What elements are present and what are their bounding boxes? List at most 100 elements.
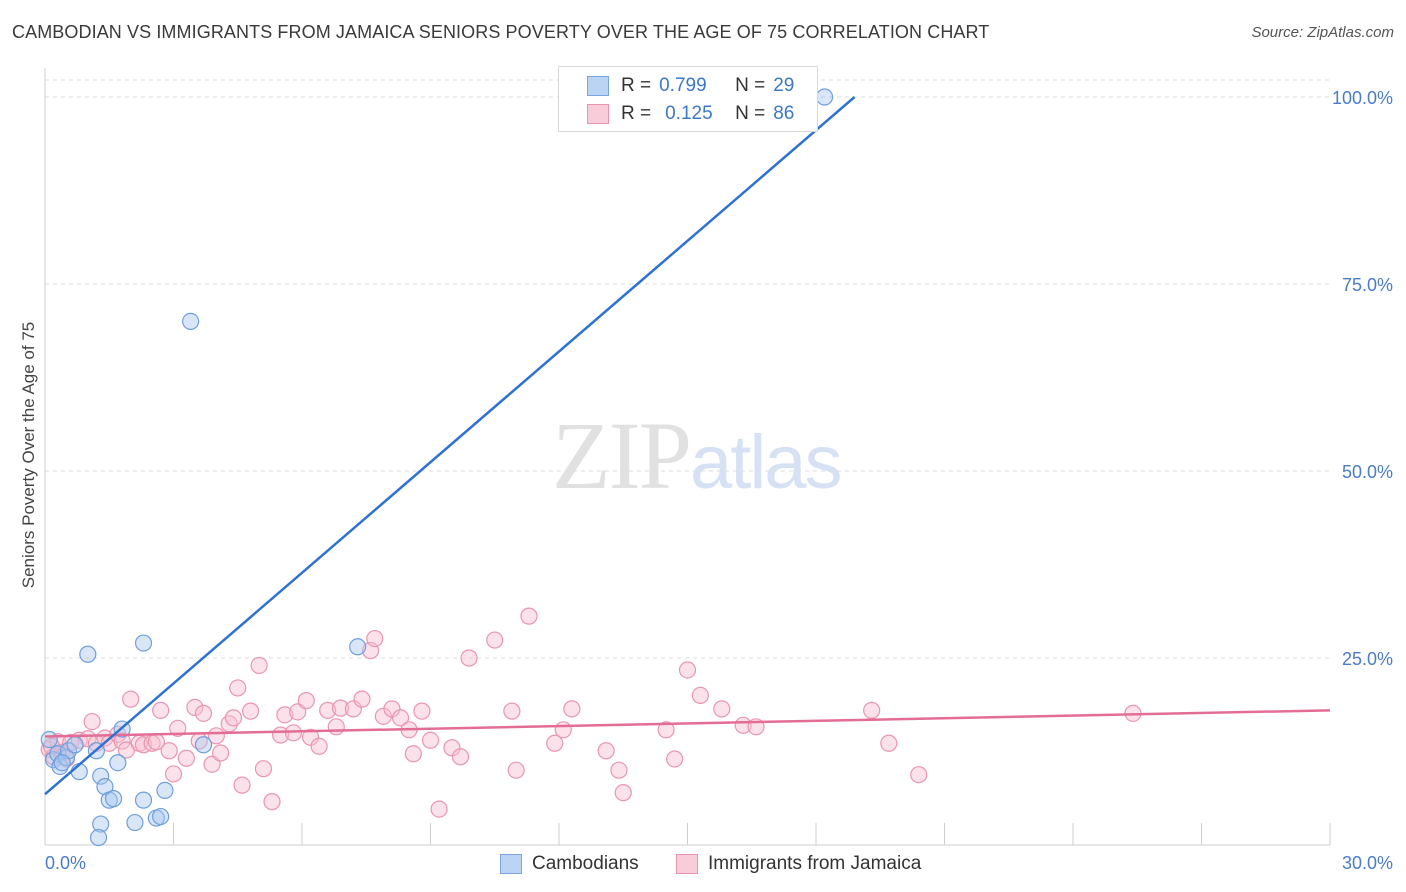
data-point-jamaica [319, 701, 337, 719]
data-point-jamaica [310, 737, 328, 755]
data-point-jamaica [233, 776, 251, 794]
source-label: Source: ZipAtlas.com [1251, 24, 1394, 41]
data-point-jamaica [507, 761, 525, 779]
data-point-cambodians [96, 778, 114, 796]
data-point-cambodians [134, 634, 153, 652]
legend-r-value: 0.125 [665, 103, 713, 124]
data-point-jamaica [169, 719, 187, 737]
data-point-cambodians [152, 807, 170, 826]
bottom-legend-label: Cambodians [532, 853, 639, 874]
data-point-jamaica [229, 679, 247, 697]
data-point-jamaica [344, 700, 362, 718]
data-point-jamaica [327, 718, 345, 736]
data-point-jamaica [520, 607, 538, 625]
legend-n-label: N = [735, 75, 766, 96]
bottom-legend-jamaica: Immigrants from Jamaica [676, 850, 921, 878]
trend-line-cambodians [44, 96, 856, 796]
bottom-legend-label: Immigrants from Jamaica [708, 853, 922, 874]
data-point-jamaica [297, 692, 315, 710]
data-point-jamaica [597, 742, 615, 760]
data-point-jamaica [160, 742, 178, 760]
legend-r-label: R = [621, 75, 652, 96]
data-point-cambodians [66, 736, 84, 754]
data-point-cambodians [104, 790, 123, 808]
trend-line-jamaica [44, 709, 1331, 738]
y-tick-label: 75.0% [1342, 275, 1393, 295]
data-point-cambodians [182, 312, 200, 330]
data-point-jamaica [610, 761, 628, 779]
data-point-cambodians [349, 638, 367, 656]
data-point-jamaica [404, 745, 422, 763]
data-point-cambodians [126, 813, 144, 832]
data-point-cambodians [156, 781, 174, 799]
data-point-jamaica [713, 700, 731, 718]
data-point-jamaica [391, 709, 410, 727]
data-point-jamaica [177, 749, 195, 767]
x-tick-label: 0.0% [45, 853, 86, 873]
data-point-cambodians [89, 828, 108, 847]
data-point-jamaica [430, 800, 448, 818]
data-point-cambodians [92, 767, 110, 785]
y-axis-label: Seniors Poverty Over the Age of 75 [19, 321, 38, 589]
data-point-jamaica [366, 629, 384, 648]
data-point-jamaica [486, 631, 504, 649]
data-point-jamaica [254, 760, 273, 778]
data-point-jamaica [546, 734, 564, 752]
data-point-jamaica [263, 793, 281, 811]
watermark-atlas: atlas [690, 420, 843, 505]
legend-n-label: N = [735, 103, 766, 124]
data-point-jamaica [250, 656, 268, 675]
data-point-jamaica [152, 701, 170, 719]
data-point-jamaica [383, 700, 401, 718]
data-point-cambodians [134, 791, 153, 809]
x-tick-label: 30.0% [1342, 853, 1393, 873]
watermark-zip: ZIP [552, 402, 692, 509]
data-point-jamaica [212, 744, 230, 762]
data-point-jamaica [460, 649, 478, 667]
data-point-jamaica [678, 661, 697, 679]
data-point-cambodians [79, 645, 97, 663]
data-point-jamaica [421, 731, 440, 749]
legend-row-jamaica: R = 0.125 N = 86 [621, 100, 794, 128]
data-point-jamaica [691, 686, 709, 705]
data-point-jamaica [242, 702, 260, 720]
legend-r-value: 0.799 [659, 75, 707, 96]
data-point-jamaica [164, 765, 183, 783]
data-point-cambodians [49, 745, 67, 763]
bottom-legend-cambodians: Cambodians [500, 850, 639, 878]
data-point-jamaica [301, 728, 320, 746]
data-point-jamaica [122, 690, 140, 708]
bottom-swatch-cambodians [500, 854, 522, 874]
data-point-jamaica [657, 721, 675, 739]
data-point-jamaica [863, 701, 881, 719]
data-point-jamaica [353, 690, 371, 708]
chart-title: CAMBODIAN VS IMMIGRANTS FROM JAMAICA SEN… [12, 22, 990, 42]
data-point-jamaica [451, 748, 470, 766]
data-point-jamaica [880, 734, 898, 752]
legend-row-cambodians: R = 0.799 N = 29 [621, 72, 794, 100]
correlation-legend: R = 0.799 N = 29 R = 0.125 N = 86 [558, 66, 818, 132]
data-point-cambodians [53, 754, 71, 772]
y-tick-label: 50.0% [1342, 462, 1393, 482]
legend-swatch-jamaica [587, 104, 609, 124]
data-point-jamaica [276, 706, 294, 724]
data-point-cambodians [92, 815, 110, 833]
legend-r-label: R = [621, 103, 652, 124]
data-point-jamaica [331, 699, 350, 717]
data-point-jamaica [910, 766, 928, 784]
legend-n-value: 86 [773, 103, 795, 124]
data-point-jamaica [554, 721, 572, 739]
data-point-cambodians [109, 754, 127, 772]
data-point-cambodians [815, 88, 834, 106]
legend-swatch-cambodians [587, 76, 609, 96]
data-point-jamaica [666, 750, 684, 768]
data-point-cambodians [194, 736, 213, 754]
data-point-jamaica [563, 700, 581, 718]
y-tick-label: 100.0% [1332, 88, 1393, 108]
data-point-jamaica [443, 739, 461, 757]
watermark: ZIPatlas [552, 400, 843, 511]
data-point-jamaica [614, 784, 632, 802]
legend-n-value: 29 [773, 75, 795, 96]
data-point-jamaica [194, 704, 213, 722]
